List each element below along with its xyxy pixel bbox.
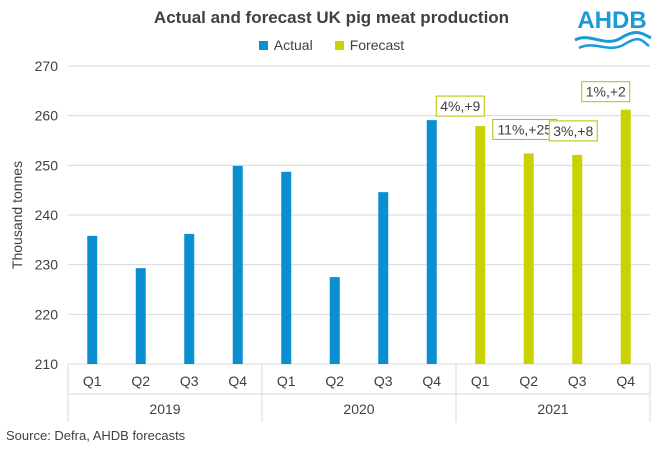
annotation-label: 4%,+9 bbox=[435, 95, 485, 117]
annotation-label: 11%,+25 bbox=[492, 118, 558, 140]
logo-text: AHDB bbox=[577, 7, 646, 34]
bar-forecast-11 bbox=[620, 109, 631, 364]
bar-forecast-8 bbox=[475, 126, 486, 364]
annotation-box bbox=[548, 120, 598, 142]
group-label: 2019 bbox=[149, 401, 180, 417]
x-tick-label: Q3 bbox=[568, 373, 587, 389]
bar-actual-7 bbox=[426, 120, 437, 365]
y-tick-label: 240 bbox=[35, 207, 59, 223]
y-tick-label: 250 bbox=[35, 157, 59, 173]
annotation-label: 3%,+8 bbox=[548, 120, 598, 142]
bar-forecast-10 bbox=[572, 154, 583, 364]
y-axis-label: Thousand tonnes bbox=[9, 161, 25, 269]
legend-item-forecast: Forecast bbox=[334, 37, 405, 53]
y-tick-label: 210 bbox=[35, 356, 59, 372]
x-tick-label: Q1 bbox=[277, 373, 296, 389]
group-label: 2020 bbox=[343, 401, 374, 417]
annotation-box bbox=[581, 81, 631, 103]
annotation-box bbox=[435, 95, 485, 117]
x-tick-label: Q4 bbox=[228, 373, 247, 389]
annotation-text: 1%,+2 bbox=[586, 84, 626, 100]
annotation-text: 3%,+8 bbox=[553, 123, 593, 139]
x-tick-label: Q3 bbox=[374, 373, 393, 389]
legend-label-forecast: Forecast bbox=[349, 37, 405, 53]
legend-item-actual: Actual bbox=[258, 37, 313, 53]
annotation-text: 11%,+25 bbox=[497, 121, 552, 137]
legend-swatch-forecast bbox=[334, 40, 344, 50]
bar-actual-5 bbox=[329, 277, 340, 364]
source-note: Source: Defra, AHDB forecasts bbox=[6, 428, 186, 443]
x-tick-label: Q1 bbox=[471, 373, 490, 389]
y-tick-label: 230 bbox=[35, 257, 59, 273]
annotation-text: 4%,+9 bbox=[440, 98, 480, 114]
x-tick-label: Q1 bbox=[83, 373, 102, 389]
x-tick-label: Q4 bbox=[616, 373, 635, 389]
bar-actual-3 bbox=[232, 165, 243, 364]
legend-swatch-actual bbox=[258, 40, 268, 50]
bar-actual-6 bbox=[378, 192, 389, 364]
x-tick-label: Q4 bbox=[422, 373, 441, 389]
bar-actual-0 bbox=[87, 235, 98, 364]
x-tick-label: Q2 bbox=[325, 373, 344, 389]
bar-actual-1 bbox=[135, 268, 146, 364]
bar-actual-4 bbox=[281, 171, 292, 364]
y-tick-label: 260 bbox=[35, 108, 59, 124]
bar-actual-2 bbox=[184, 233, 195, 364]
group-label: 2021 bbox=[537, 401, 568, 417]
x-tick-label: Q2 bbox=[519, 373, 538, 389]
chart-title: Actual and forecast UK pig meat producti… bbox=[153, 8, 510, 27]
y-tick-label: 270 bbox=[35, 58, 59, 74]
legend-label-actual: Actual bbox=[273, 37, 313, 53]
x-tick-label: Q2 bbox=[131, 373, 150, 389]
bar-forecast-9 bbox=[523, 153, 534, 364]
y-tick-label: 220 bbox=[35, 306, 59, 322]
x-tick-label: Q3 bbox=[180, 373, 199, 389]
ahdb-logo: AHDB bbox=[574, 7, 652, 50]
chart-legend: Actual Forecast bbox=[0, 37, 663, 53]
annotation-label: 1%,+2 bbox=[581, 81, 631, 103]
